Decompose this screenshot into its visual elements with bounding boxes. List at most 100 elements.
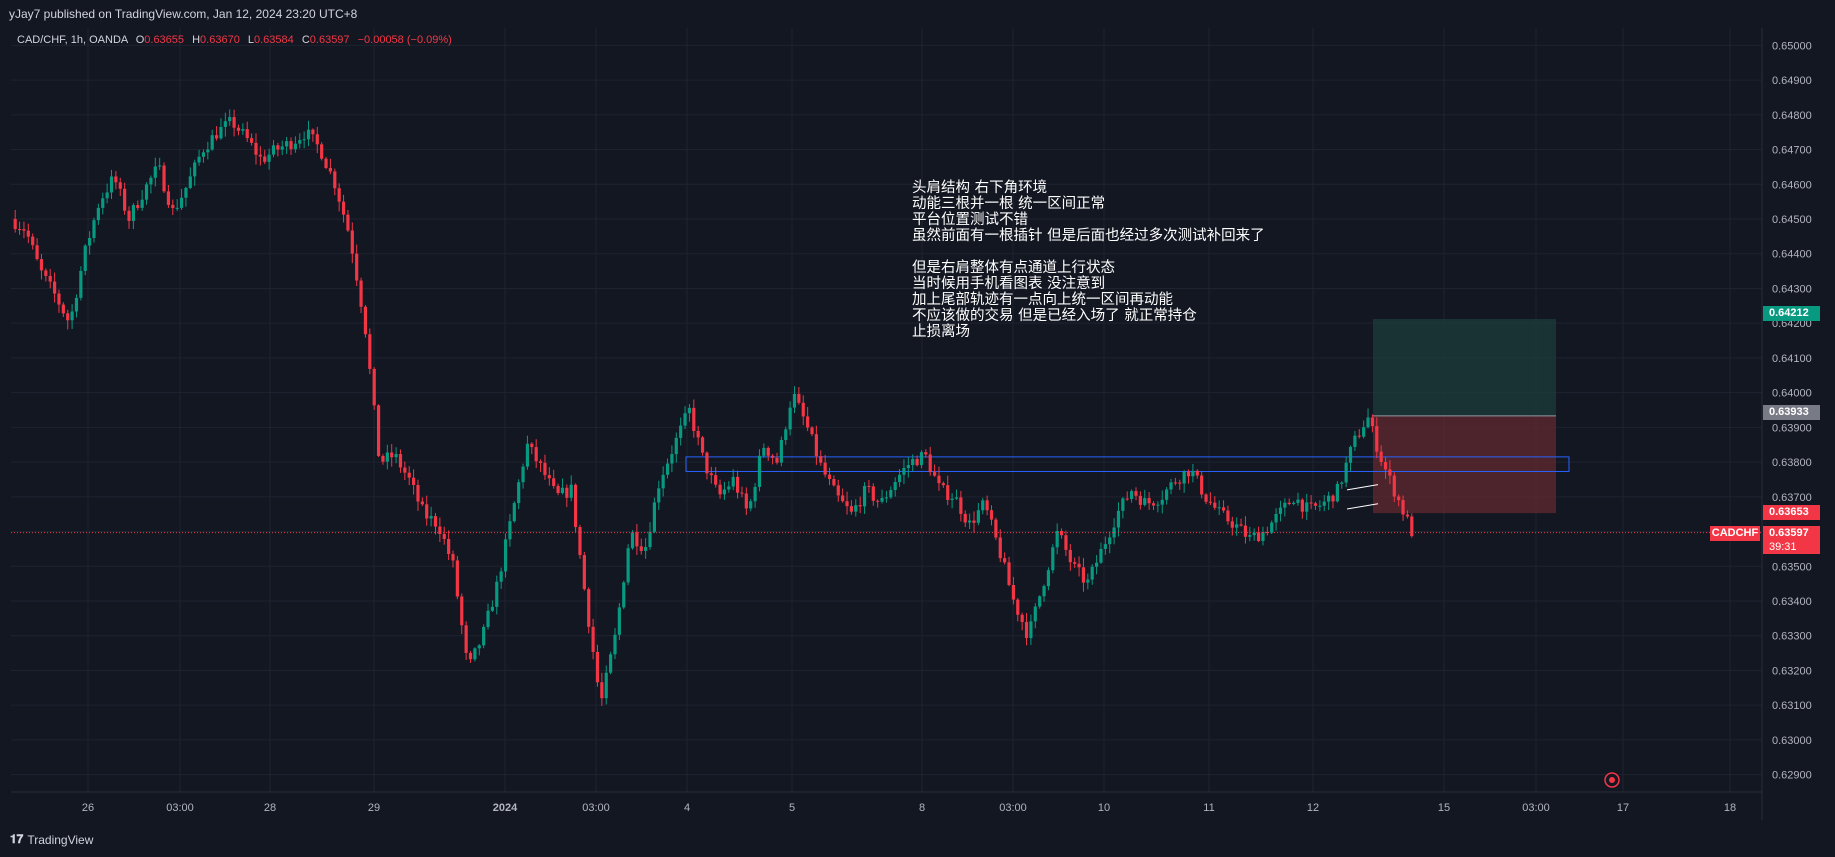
candle-body <box>276 145 280 150</box>
y-tick-label: 0.63300 <box>1772 631 1812 643</box>
candle-body <box>385 452 389 462</box>
annotation-text[interactable]: 头肩结构 右下角环境 动能三根并一根 统一区间正常 平台位置测试不错 虽然前面有… <box>912 180 1265 340</box>
candle-body <box>1112 527 1116 538</box>
candle-body <box>897 474 902 483</box>
candle-body <box>70 311 74 321</box>
candle-body <box>280 146 284 150</box>
candle-body <box>604 672 608 699</box>
candle-body <box>731 476 735 487</box>
candle-body <box>214 135 219 139</box>
symbol-name[interactable]: CAD/CHF, 1h, OANDA <box>17 34 128 46</box>
candle-body <box>79 270 83 298</box>
candle-body <box>416 484 420 502</box>
candle-body <box>1370 417 1375 427</box>
candle-body <box>1313 503 1318 506</box>
candle-body <box>1366 417 1370 428</box>
candle-body <box>398 454 403 468</box>
candle-body <box>1256 532 1261 542</box>
candle-body <box>468 652 473 660</box>
candle-body <box>179 197 184 208</box>
candle-body <box>363 306 368 335</box>
candle-body <box>1099 548 1103 563</box>
candle-body <box>775 457 779 463</box>
candle-body <box>963 513 967 523</box>
candle-body <box>985 500 989 511</box>
support-box[interactable] <box>685 456 1570 472</box>
x-tick-label: 10 <box>1098 802 1110 814</box>
candle-body <box>547 475 551 479</box>
candle-body <box>293 143 297 150</box>
candle-body <box>1007 562 1011 586</box>
candle-body <box>376 405 381 456</box>
candle-body <box>1278 507 1283 514</box>
candle-body <box>96 207 100 221</box>
candle-body <box>1305 502 1309 512</box>
y-tick-label: 0.64100 <box>1772 353 1812 365</box>
x-tick-label: 11 <box>1203 802 1214 814</box>
close-value: 0.63597 <box>309 34 350 46</box>
candle-body <box>1143 498 1147 505</box>
change-value: −0.00058 (−0.09%) <box>357 34 452 46</box>
channel-line-lower[interactable] <box>1346 503 1379 510</box>
candle-body <box>346 214 350 231</box>
candle-body <box>867 485 871 487</box>
candle-body <box>1125 498 1129 500</box>
candle-body <box>429 516 433 519</box>
bar-countdown: 39:31 <box>1763 540 1820 554</box>
candle-body <box>118 182 122 189</box>
candle-body <box>744 493 748 509</box>
candle-body <box>727 486 731 490</box>
candle-body <box>13 219 17 230</box>
candle-body <box>700 437 705 453</box>
candle-body <box>403 467 407 473</box>
x-tick-label: 03:00 <box>582 802 610 814</box>
candle-body <box>210 135 214 150</box>
high-value: 0.63670 <box>200 34 240 46</box>
profit-zone[interactable] <box>1373 319 1556 416</box>
loss-zone[interactable] <box>1373 415 1556 514</box>
candle-body <box>1327 495 1331 502</box>
candle-body <box>66 313 70 321</box>
candle-body <box>341 201 346 215</box>
candle-body <box>411 477 416 485</box>
candle-body <box>854 505 858 512</box>
candle-body <box>937 475 941 484</box>
candle-body <box>451 554 455 561</box>
candle-body <box>1383 461 1388 470</box>
tradingview-brand[interactable]: 𝟏𝟕 TradingView <box>10 832 93 847</box>
candle-body <box>635 532 639 547</box>
candle-body <box>1270 522 1274 533</box>
candle-body <box>162 165 166 192</box>
candle-body <box>315 134 319 145</box>
candle-body <box>1178 482 1182 484</box>
candle-body <box>355 253 359 281</box>
candle-body <box>884 497 889 499</box>
candle-body <box>718 484 722 495</box>
candle-body <box>762 447 766 456</box>
y-tick-label: 0.64700 <box>1772 145 1812 157</box>
x-tick-label: 03:00 <box>166 802 194 814</box>
candle-body <box>473 648 477 660</box>
candle-body <box>832 479 836 486</box>
x-tick-label: 4 <box>684 802 690 814</box>
candle-body <box>657 488 661 503</box>
candle-body <box>337 188 341 202</box>
y-tick-label: 0.64000 <box>1772 388 1812 400</box>
candle-body <box>333 171 337 189</box>
candle-body <box>810 427 814 435</box>
x-tick-label: 15 <box>1438 802 1450 814</box>
candle-body <box>171 204 175 208</box>
candle-body <box>792 393 797 408</box>
entry-price-label: 0.63933 <box>1763 405 1820 420</box>
candle-body <box>175 207 179 209</box>
candle-body <box>1108 537 1112 545</box>
candle-body <box>1182 471 1186 484</box>
candle-body <box>709 473 713 476</box>
candle-body <box>911 458 915 466</box>
candle-body <box>1344 462 1348 483</box>
candle-body <box>858 505 862 507</box>
channel-line-upper[interactable] <box>1346 484 1379 491</box>
low-value: 0.63584 <box>254 34 294 46</box>
open-value: 0.63655 <box>144 34 185 46</box>
